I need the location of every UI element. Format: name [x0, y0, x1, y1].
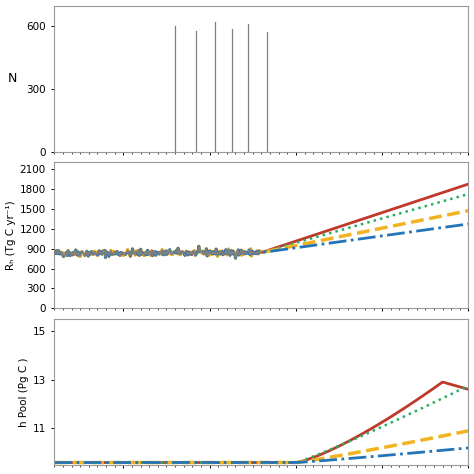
- Y-axis label: Rₕ (Tg C yr⁻¹): Rₕ (Tg C yr⁻¹): [6, 201, 16, 270]
- Y-axis label: N: N: [8, 72, 17, 85]
- Y-axis label: h Pool (Pg C ): h Pool (Pg C ): [18, 357, 28, 427]
